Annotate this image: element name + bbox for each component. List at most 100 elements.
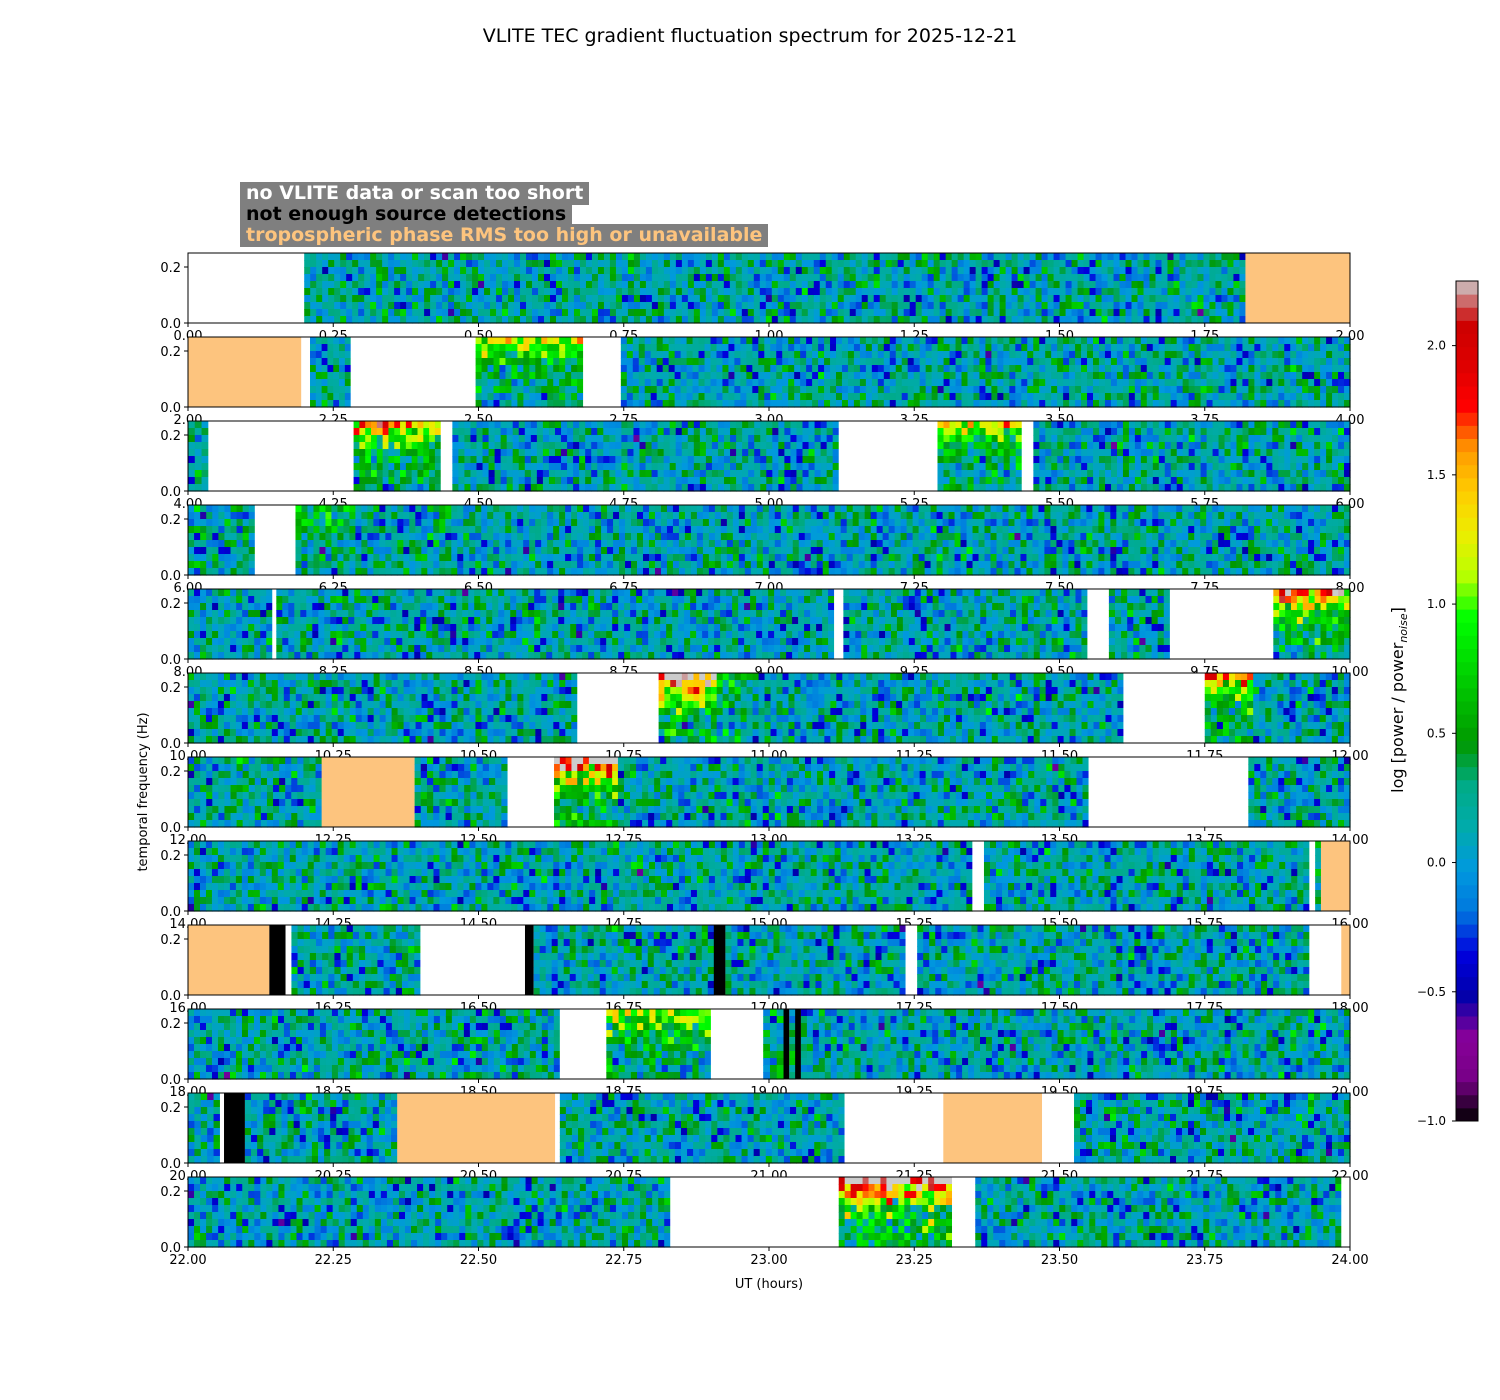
legend: no VLITE data or scan too short not enou… <box>240 182 820 247</box>
spectrum-segment <box>843 589 1088 660</box>
spectrum-segment <box>1033 421 1351 492</box>
panel-3: 0.00.24.00 4.25 4.50 4.75 5.00 5.25 5.50 5.75 6.… <box>160 420 1364 512</box>
colorbar-tick-label: 0.0 <box>1427 856 1446 870</box>
panel-10: 0.00.218.00 18.25 18.50 18.75 19.00 19.25 19.5… <box>160 1008 1369 1100</box>
colorbar: −1.0 −0.5 0.0 0.5 1.0 1.5 2.0 log [power / powe… <box>1388 280 1479 1128</box>
segment-nodata <box>905 925 918 995</box>
x-tick-label: 23.00 <box>750 1253 787 1268</box>
segment-nodata <box>844 1093 944 1163</box>
spectrum-segment <box>838 1177 953 1248</box>
colorbar-tick-label: −1.0 <box>1417 1114 1446 1128</box>
colorbar-tick-label: −0.5 <box>1417 985 1446 999</box>
segment-nodata <box>350 337 476 407</box>
x-tick-label: 22.25 <box>315 1253 352 1268</box>
spectrum-segment <box>559 1093 846 1164</box>
y-tick-label: 0.0 <box>160 653 181 668</box>
colorbar-tick-label: 1.0 <box>1427 597 1446 611</box>
y-tick-label: 0.2 <box>160 849 181 864</box>
spectrum-segment <box>353 421 442 492</box>
y-tick-label: 0.0 <box>160 485 181 500</box>
segment-nodetect <box>269 925 286 995</box>
x-tick-label: 22.50 <box>460 1253 497 1268</box>
y-tick-label: 0.0 <box>160 569 181 584</box>
colorbar-tick-label: 1.5 <box>1427 468 1446 482</box>
colorbar-tick-label: 0.5 <box>1427 726 1446 740</box>
spectrum-segment <box>304 253 1247 324</box>
panel-11: 0.00.220.00 20.25 20.50 20.75 21.00 21.25 21.5… <box>160 1092 1369 1184</box>
segment-tropo <box>1341 925 1350 995</box>
y-tick-label: 0.2 <box>160 681 181 696</box>
spectrum-segment <box>554 757 619 828</box>
spectrum-segment <box>188 1009 561 1080</box>
legend-item-tropo: tropospheric phase RMS too high or unava… <box>240 224 769 247</box>
segment-nodata <box>208 421 354 491</box>
y-tick-label: 0.0 <box>160 989 181 1004</box>
spectrum-segment <box>188 589 273 660</box>
panel-7: 0.00.212.00 12.25 12.50 12.75 13.00 13.25 13.5… <box>160 756 1369 848</box>
segment-nodata <box>219 1093 225 1163</box>
segment-nodata <box>1021 421 1034 491</box>
spectrum-segment <box>452 421 840 492</box>
y-tick-label: 0.0 <box>160 1241 181 1256</box>
segment-nodata <box>254 505 296 575</box>
segment-nodata <box>834 589 844 659</box>
segment-nodata <box>1087 589 1109 659</box>
spectrum-segment <box>658 673 718 744</box>
spectrum-segment <box>1315 841 1322 912</box>
y-axis-label: temporal frequency (Hz) <box>136 712 151 871</box>
segment-nodata <box>559 1009 607 1079</box>
segment-nodata <box>1088 757 1249 827</box>
colorbar-frame <box>1455 280 1479 1122</box>
segment-nodata <box>507 757 555 827</box>
panel-12: 0.0 0.2 22.00 22.25 22.50 22.75 23.00 23.25 23.5… <box>160 1176 1369 1268</box>
segment-nodetect <box>224 1093 245 1163</box>
y-tick-label: 0.2 <box>160 597 181 612</box>
segment-tropo <box>321 757 415 827</box>
y-tick-label: 0.0 <box>160 821 181 836</box>
colorbar-tick-label: 2.0 <box>1427 339 1446 353</box>
segment-tropo <box>397 1093 556 1163</box>
panel-6: 0.00.210.00 10.25 10.50 10.75 11.00 11.25 11.5… <box>160 672 1369 764</box>
spectrum-segment <box>617 757 1090 828</box>
spectrum-segment <box>188 421 209 492</box>
spectrum-segment <box>983 841 1310 912</box>
y-tick-label: 0.2 <box>160 429 181 444</box>
panel-9: 0.00.216.00 16.25 16.50 16.75 17.00 17.25 17.5… <box>160 924 1369 1016</box>
segment-nodata <box>583 337 621 407</box>
panel-8: 0.00.214.00 14.25 14.50 14.75 15.00 15.25 15.5… <box>160 840 1369 932</box>
x-tick-label: 22.75 <box>605 1253 642 1268</box>
spectrum-segment <box>716 673 1125 744</box>
spectrum-segment <box>244 1093 398 1164</box>
spectrum-segment <box>414 757 509 828</box>
y-tick-label: 0.0 <box>160 401 181 416</box>
spectrum-segment <box>276 589 835 660</box>
y-tick-label: 0.2 <box>160 1017 181 1032</box>
y-tick-label: 0.0 <box>160 737 181 752</box>
chart-title: VLITE TEC gradient fluctuation spectrum … <box>482 25 1018 47</box>
spectrum-segment <box>291 925 421 996</box>
segment-nodata <box>838 421 938 491</box>
segment-nodata <box>301 337 311 407</box>
spectrum-segment <box>1108 589 1171 660</box>
spectrum-segment <box>1248 757 1351 828</box>
spectrum-segment <box>188 1177 671 1248</box>
segment-nodetect <box>524 925 534 995</box>
x-axis-label: UT (hours) <box>735 1277 803 1292</box>
x-tick-label: 24.00 <box>1331 1253 1368 1268</box>
spectrum-segment <box>800 1009 1351 1080</box>
segment-nodata <box>1169 589 1274 659</box>
x-tick-label: 23.25 <box>896 1253 933 1268</box>
legend-item-nodetect: not enough source detections <box>240 203 573 226</box>
segment-nodetect <box>795 1009 801 1079</box>
y-tick-label: 0.0 <box>160 905 181 920</box>
panel-5: 0.00.28.00 8.25 8.50 8.75 9.00 9.25 9.50 9.75 10… <box>160 588 1369 680</box>
spectrum-segment <box>620 337 1351 408</box>
spectrum-segment <box>1273 589 1351 660</box>
segment-nodata <box>710 1009 764 1079</box>
segment-nodata <box>285 925 292 995</box>
segment-nodata <box>420 925 525 995</box>
spectrum-segment <box>188 757 323 828</box>
y-tick-label: 0.2 <box>160 1185 181 1200</box>
legend-item-nodata: no VLITE data or scan too short <box>240 182 590 205</box>
